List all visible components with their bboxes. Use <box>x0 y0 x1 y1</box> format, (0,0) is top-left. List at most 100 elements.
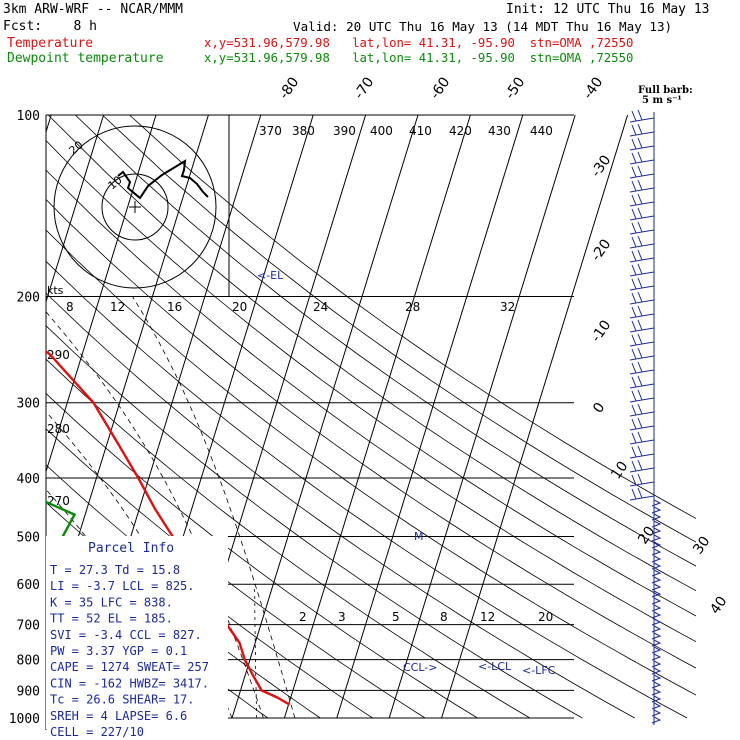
isotherm-label: -70 <box>351 74 377 102</box>
theta-label-top: 440 <box>530 124 553 138</box>
pressure-label-600: 600 <box>17 578 40 593</box>
isotherm-line <box>388 114 576 719</box>
isotherm-label: 10 <box>608 459 631 483</box>
isotherm-line <box>336 114 524 719</box>
pressure-label-500: 500 <box>17 530 40 545</box>
mixing-ratio-label: 5 <box>392 610 400 624</box>
wind-barb <box>629 431 655 445</box>
pressure-axis-labels: 100 200 300 400 500 600 700 800 900 1000 <box>9 109 40 727</box>
dry-adiabat <box>46 358 531 719</box>
isotherm-line <box>283 114 471 719</box>
dry-adiabat <box>46 139 696 617</box>
barb-key-line2: 5 m s⁻¹ <box>642 95 682 106</box>
wind-barb <box>629 179 655 193</box>
speed-label: 28 <box>405 300 420 314</box>
wind-barb-low <box>651 716 662 724</box>
moist-adiabat <box>46 311 264 719</box>
wind-barb <box>629 375 655 389</box>
mixing-ratio-label: 12 <box>480 610 495 624</box>
m-marker: M <box>414 530 424 543</box>
dry-adiabat <box>46 260 688 719</box>
wind-barb <box>629 151 655 165</box>
wind-barb-low <box>651 576 662 584</box>
wind-barb <box>629 417 655 431</box>
wind-barb <box>629 235 655 249</box>
dry-adiabat <box>46 325 583 719</box>
wind-barb-low <box>651 597 662 605</box>
pressure-label-800: 800 <box>17 654 40 669</box>
wind-barb <box>629 305 655 319</box>
wind-barb <box>629 123 655 137</box>
hodo-ring-label-inner: 10 <box>106 173 125 192</box>
dry-adiabat <box>0 115 6 718</box>
el-marker: <-EL <box>257 269 284 282</box>
wind-barb-low <box>651 569 662 577</box>
isotherm-label: 0 <box>590 400 608 416</box>
dry-adiabat <box>102 114 696 543</box>
wind-barb-low <box>651 499 662 507</box>
wind-barb <box>629 319 655 333</box>
wind-barb-low <box>651 513 662 521</box>
wind-barb <box>629 459 655 473</box>
wind-barb-low <box>651 541 662 549</box>
init-time: Init: 12 UTC Thu 16 May 13 <box>506 2 710 17</box>
valid-time: Valid: 20 UTC Thu 16 May 13 (14 MDT Thu … <box>293 19 673 34</box>
model-title: 3km ARW-WRF -- NCAR/MMM <box>3 2 184 17</box>
pressure-label-700: 700 <box>17 619 40 634</box>
wind-barb-low <box>651 646 662 654</box>
speed-label: 24 <box>313 300 328 314</box>
barb-key-line1: Full barb: <box>638 85 693 96</box>
parcel-row: SVI = -3.4 CCL = 827. <box>50 628 202 642</box>
isotherm-label: -30 <box>588 152 614 180</box>
temperature-legend-label: Temperature <box>7 36 94 51</box>
wind-barb-low <box>651 555 662 563</box>
theta-label-top: 430 <box>488 124 511 138</box>
wind-barb <box>629 473 655 487</box>
dry-adiabat <box>46 229 696 696</box>
theta-label-top: 390 <box>333 124 356 138</box>
dry-adiabat <box>46 169 696 643</box>
parcel-row: SREH = 4 LAPSE= 6.6 <box>50 709 187 723</box>
wind-barb <box>629 109 655 123</box>
speed-label: 32 <box>500 300 515 314</box>
wind-barb <box>629 249 655 263</box>
wind-barb <box>629 277 655 291</box>
isotherm-line <box>46 114 105 304</box>
theta-label-top: 370 <box>259 124 282 138</box>
isotherm-label: -20 <box>588 236 614 264</box>
wind-barb-low <box>651 583 662 591</box>
isotherm-label: -60 <box>427 74 453 102</box>
hodograph-ring-inner <box>101 173 169 241</box>
dry-adiabat <box>46 292 635 719</box>
dewpoint-legend-label: Dewpoint temperature <box>7 51 164 66</box>
speed-label: 8 <box>66 300 74 314</box>
speed-label: 20 <box>232 300 247 314</box>
theta-label-left: 280 <box>47 422 70 436</box>
pressure-label-300: 300 <box>17 397 40 412</box>
wind-barb <box>629 207 655 221</box>
wind-barb-low <box>651 625 662 633</box>
wind-barb-low <box>651 674 662 682</box>
hodo-ring-label-outer: 20 <box>67 138 86 157</box>
parcel-info-title: Parcel Info <box>88 541 174 556</box>
wind-barb <box>629 137 655 151</box>
wind-barb-low <box>651 702 662 710</box>
dry-adiabat <box>75 114 696 567</box>
wind-barb <box>629 347 655 361</box>
parcel-info-panel: Parcel Info T = 27.3 Td = 15.8 LI = -3.7 … <box>46 536 228 739</box>
theta-label-top: 400 <box>370 124 393 138</box>
wind-barb-low <box>651 632 662 640</box>
wind-barb-low <box>651 562 662 570</box>
isotherm-line <box>231 114 419 719</box>
hodograph-ring-outer <box>53 125 217 289</box>
theta-label-top: 410 <box>409 124 432 138</box>
isotherm-label: -10 <box>588 317 614 345</box>
isotherm-label: 30 <box>690 534 713 558</box>
wind-barb <box>629 445 655 459</box>
wind-barb-low <box>651 688 662 696</box>
parcel-row: PW = 3.37 YGP = 0.1 <box>50 644 187 658</box>
hodograph-trace <box>117 159 209 200</box>
parcel-row: T = 27.3 Td = 15.8 <box>50 563 180 577</box>
wind-barb-low <box>651 639 662 647</box>
wind-barb <box>629 403 655 417</box>
